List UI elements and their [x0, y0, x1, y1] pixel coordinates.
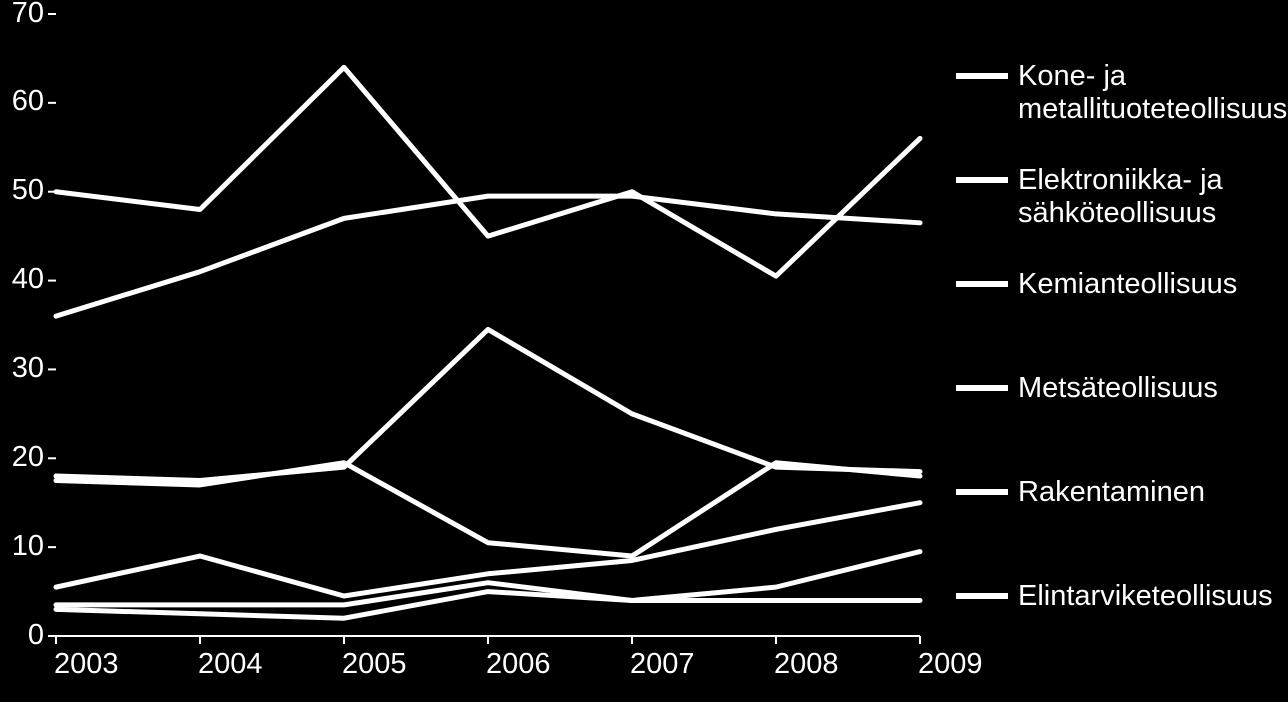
legend-label: Kone- ja metallituoteteollisuus: [1018, 60, 1287, 127]
legend-swatch: [956, 593, 1008, 599]
y-tick-label: 60: [12, 85, 44, 118]
x-tick-label: 2003: [54, 648, 119, 681]
legend-label: Rakentaminen: [1018, 476, 1205, 509]
x-tick-label: 2005: [342, 648, 407, 681]
legend-swatch: [956, 177, 1008, 183]
y-tick-label: 30: [12, 352, 44, 385]
legend-item: Metsäteollisuus: [956, 372, 1288, 405]
x-tick-label: 2004: [198, 648, 263, 681]
y-tick-label: 40: [12, 263, 44, 296]
x-tick-label: 2007: [630, 648, 695, 681]
legend-item: Rakentaminen: [956, 476, 1288, 509]
x-tick-label: 2006: [486, 648, 551, 681]
legend-swatch: [956, 73, 1008, 79]
x-tick-label: 2008: [774, 648, 839, 681]
y-tick-label: 20: [12, 441, 44, 474]
legend-swatch: [956, 489, 1008, 495]
legend-item: Kemianteollisuus: [956, 268, 1288, 301]
legend-item: Elektroniikka- ja sähköteollisuus: [956, 164, 1288, 231]
legend-item: Elintarviketeollisuus: [956, 580, 1288, 613]
y-tick-label: 10: [12, 530, 44, 563]
legend-label: Kemianteollisuus: [1018, 268, 1237, 301]
legend-item: Kone- ja metallituoteteollisuus: [956, 60, 1288, 127]
y-tick-label: 50: [12, 174, 44, 207]
legend-swatch: [956, 281, 1008, 287]
legend-label: Metsäteollisuus: [1018, 372, 1218, 405]
legend-label: Elintarviketeollisuus: [1018, 580, 1273, 613]
legend-label: Elektroniikka- ja sähköteollisuus: [1018, 164, 1223, 231]
y-tick-label: 70: [12, 0, 44, 30]
x-tick-label: 2009: [918, 648, 983, 681]
y-tick-label: 0: [28, 619, 44, 652]
legend-swatch: [956, 385, 1008, 391]
line-chart: 0 10 20 30 40 50 60 70 2003 2004 2005 2006 2007 2008 2…: [0, 0, 1288, 702]
